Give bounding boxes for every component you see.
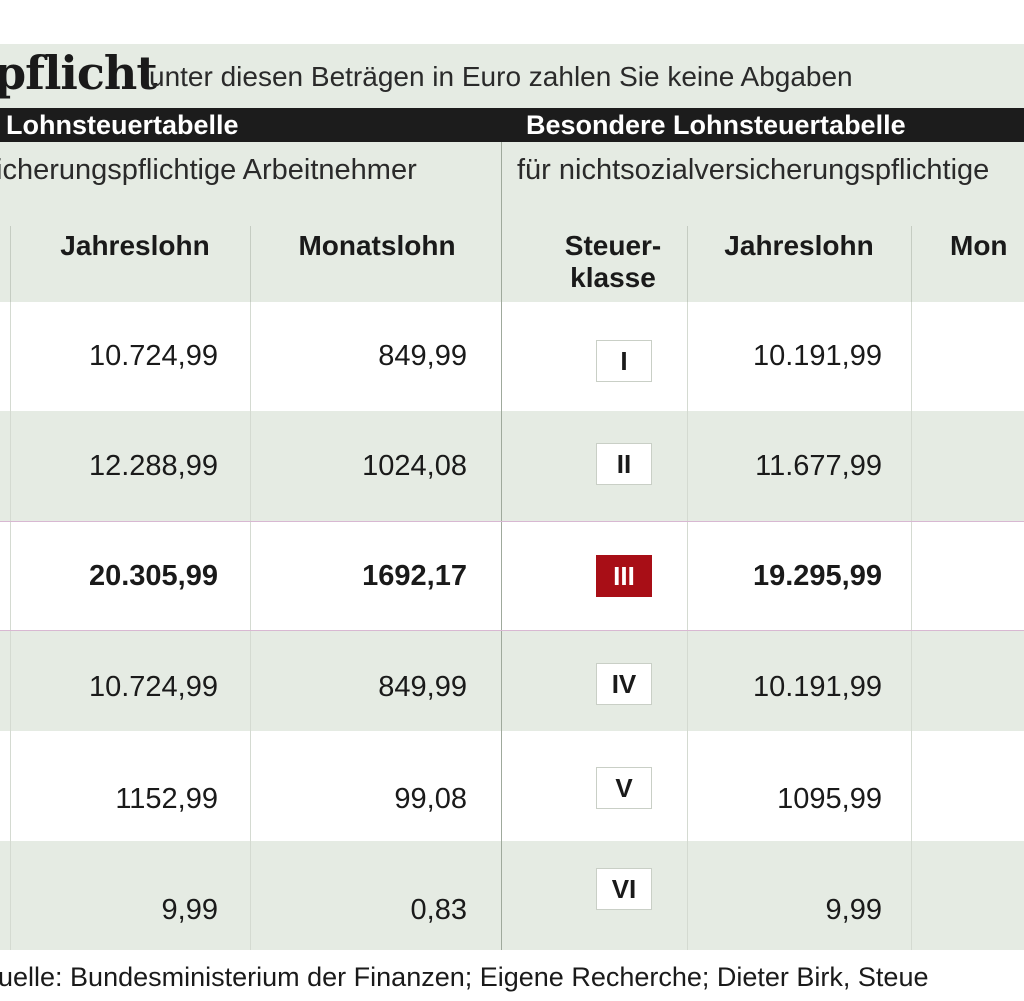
right-jahreslohn-cell: 10.191,99 [752, 340, 882, 372]
cell-divider [911, 411, 912, 521]
left-jahreslohn-cell: 20.305,99 [88, 560, 218, 592]
cell-divider [250, 411, 251, 521]
cell-divider [501, 731, 502, 841]
title-area: pflicht unter diesen Beträgen in Euro za… [0, 44, 1024, 108]
cell-divider [250, 841, 251, 950]
table-row: 10.724,99 849,99 I 10.191,99 [0, 302, 1024, 411]
column-divider [250, 226, 251, 302]
steuerklasse-badge: I [596, 340, 652, 382]
left-monatslohn-cell: 0,83 [410, 894, 467, 926]
cell-divider [501, 411, 502, 521]
cell-divider [250, 631, 251, 731]
column-divider [687, 226, 688, 302]
cell-divider [10, 522, 11, 630]
table-row: 12.288,99 1024,08 II 11.677,99 [0, 411, 1024, 521]
steuerklasse-badge: II [596, 443, 652, 485]
right-jahreslohn-cell: 19.295,99 [752, 560, 882, 592]
right-col-header-monatslohn: Mon [950, 230, 1008, 261]
steuerklasse-badge-highlighted: III [596, 555, 652, 597]
cell-divider [250, 731, 251, 841]
right-jahreslohn-cell: 10.191,99 [752, 671, 882, 703]
left-monatslohn-cell: 849,99 [378, 671, 467, 703]
left-col-header-jahreslohn: Jahreslohn [60, 230, 210, 261]
left-monatslohn-cell: 99,08 [394, 783, 467, 815]
table-row: 1152,99 99,08 V 1095,99 [0, 731, 1024, 841]
left-table-subheading: icherungspflichtige Arbeitnehmer [0, 154, 417, 186]
cell-divider [687, 841, 688, 950]
tax-table-panel: pflicht unter diesen Beträgen in Euro za… [0, 44, 1024, 950]
left-table-heading-bar: Lohnsteuertabelle [0, 108, 501, 142]
cell-divider [10, 841, 11, 950]
cell-divider [501, 631, 502, 731]
left-monatslohn-cell: 1024,08 [362, 450, 467, 482]
right-table-subheading: für nichtsozialversicherungspflichtige [517, 154, 990, 186]
right-jahreslohn-cell: 11.677,99 [755, 450, 882, 482]
cell-divider [10, 302, 11, 411]
right-table-heading-bar: Besondere Lohnsteuertabelle [501, 108, 1024, 142]
page-subtitle: unter diesen Beträgen in Euro zahlen Sie… [149, 61, 853, 92]
left-table-heading: Lohnsteuertabelle [6, 110, 239, 140]
column-divider [10, 226, 11, 302]
right-jahreslohn-cell: 1095,99 [777, 783, 882, 815]
cell-divider [501, 841, 502, 950]
page-title: pflicht [0, 46, 158, 100]
right-col-header-steuerklasse: Steuer- klasse [564, 230, 662, 293]
cell-divider [687, 302, 688, 411]
table-row: 10.724,99 849,99 IV 10.191,99 [0, 631, 1024, 731]
cell-divider [250, 522, 251, 630]
cell-divider [911, 302, 912, 411]
left-jahreslohn-cell: 1152,99 [115, 783, 218, 815]
cell-divider [501, 302, 502, 411]
left-jahreslohn-cell: 12.288,99 [88, 450, 218, 482]
steuerklasse-badge: IV [596, 663, 652, 705]
steuerklasse-badge: VI [596, 868, 652, 910]
cell-divider [911, 522, 912, 630]
cell-divider [687, 522, 688, 630]
cell-divider [250, 302, 251, 411]
left-monatslohn-cell: 1692,17 [362, 560, 467, 592]
steuerklasse-badge: V [596, 767, 652, 809]
right-table-heading: Besondere Lohnsteuertabelle [526, 110, 906, 140]
cell-divider [10, 411, 11, 521]
right-jahreslohn-cell: 9,99 [825, 894, 882, 926]
cell-divider [911, 841, 912, 950]
left-jahreslohn-cell: 9,99 [161, 894, 218, 926]
left-jahreslohn-cell: 10.724,99 [88, 340, 218, 372]
cell-divider [501, 522, 502, 630]
right-col-header-jahreslohn: Jahreslohn [724, 230, 874, 261]
left-col-header-monatslohn: Monatslohn [298, 230, 456, 261]
left-monatslohn-cell: 849,99 [378, 340, 467, 372]
cell-divider [10, 731, 11, 841]
table-row: 9,99 0,83 VI 9,99 [0, 841, 1024, 950]
cell-divider [10, 631, 11, 731]
cell-divider [687, 631, 688, 731]
cell-divider [687, 411, 688, 521]
table-row-highlighted: 20.305,99 1692,17 III 19.295,99 [0, 521, 1024, 631]
cell-divider [687, 731, 688, 841]
source-note: uelle: Bundesministerium der Finanzen; E… [0, 962, 929, 992]
left-jahreslohn-cell: 10.724,99 [88, 671, 218, 703]
cell-divider [911, 731, 912, 841]
cell-divider [911, 631, 912, 731]
column-divider [911, 226, 912, 302]
